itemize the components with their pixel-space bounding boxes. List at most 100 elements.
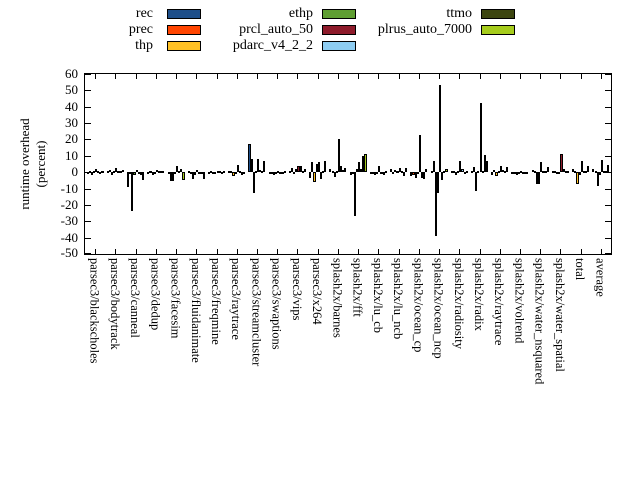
- bar-ethp: [234, 172, 237, 175]
- bar-ethp: [254, 170, 257, 173]
- x-tick-mark: [155, 249, 157, 254]
- bar-prec: [594, 171, 597, 174]
- bar-plrus_auto_7000: [324, 160, 327, 173]
- bar-ethp: [517, 172, 520, 175]
- bar-thp: [293, 172, 296, 175]
- x-tick-mark: [297, 74, 299, 79]
- bar-plrus_auto_7000: [485, 161, 488, 173]
- bar-ethp: [416, 172, 419, 175]
- y-tick-mark: [605, 155, 611, 157]
- x-tick-mark: [439, 74, 441, 79]
- bar-rec: [167, 172, 170, 175]
- x-tick-label: splash2x/barnes: [330, 258, 345, 338]
- bar-pdarc_v4_2_2: [279, 172, 282, 175]
- y-tick-label: 40: [65, 98, 78, 114]
- x-tick-label: parsec3/freqmine: [209, 258, 223, 345]
- x-tick-label: splash2x/raytrace: [492, 258, 507, 346]
- bar-rec: [592, 168, 595, 173]
- bar-thp: [535, 172, 539, 185]
- y-tick-label: -50: [60, 245, 78, 260]
- x-tick-label: splash2x/water_nsquared: [532, 258, 547, 385]
- bar-pdarc_v4_2_2: [299, 165, 302, 173]
- bar-thp: [90, 172, 93, 175]
- bar-ttmo: [544, 170, 547, 173]
- bar-rec: [450, 170, 453, 173]
- bar-ethp: [355, 168, 359, 173]
- bar-prcl_auto_50: [459, 160, 462, 173]
- bar-ttmo: [119, 171, 122, 174]
- x-tick-label: splash2x/water_spatial: [552, 258, 567, 372]
- x-tick-mark: [196, 249, 198, 254]
- bar-rec: [208, 172, 211, 175]
- bar-thp: [353, 172, 356, 217]
- bar-prcl_auto_50: [378, 166, 381, 173]
- bar-ttmo: [180, 168, 183, 173]
- bar-plrus_auto_7000: [526, 172, 529, 175]
- bar-prcl_auto_50: [155, 169, 158, 173]
- x-tick-mark: [378, 74, 380, 79]
- bar-pdarc_v4_2_2: [603, 170, 606, 173]
- bar-rec: [551, 170, 555, 173]
- bar-rec: [390, 168, 393, 173]
- legend-label-ttmo: ttmo: [446, 6, 472, 21]
- bar-plrus_auto_7000: [263, 160, 266, 173]
- x-tick-label: splash2x/lu_ncb: [391, 258, 406, 340]
- bar-prcl_auto_50: [236, 164, 239, 173]
- x-tick-label: parsec3/x264: [310, 258, 325, 325]
- bar-prec: [210, 171, 213, 174]
- x-tick-mark: [115, 74, 117, 79]
- bar-rec: [309, 172, 312, 178]
- bar-prec: [392, 172, 395, 175]
- y-tick-mark: [605, 172, 611, 174]
- y-tick-mark: [85, 74, 91, 75]
- y-tick-label: -40: [60, 229, 78, 245]
- bar-pdarc_v4_2_2: [400, 170, 403, 173]
- bar-plrus_auto_7000: [121, 169, 124, 173]
- x-tick-mark: [216, 249, 218, 254]
- x-tick-label: splash2x/radiosity: [451, 258, 466, 349]
- bar-ttmo: [503, 171, 507, 174]
- bar-pdarc_v4_2_2: [340, 166, 343, 173]
- bar-pdarc_v4_2_2: [238, 171, 241, 174]
- bar-ttmo: [342, 169, 345, 173]
- bar-ethp: [194, 172, 197, 176]
- bar-rec: [369, 172, 372, 175]
- bar-pdarc_v4_2_2: [198, 172, 201, 175]
- y-tick-label: -30: [60, 213, 78, 229]
- bar-plrus_auto_7000: [445, 168, 448, 173]
- bar-prec: [533, 170, 536, 173]
- bar-plrus_auto_7000: [243, 172, 246, 175]
- y-tick-mark: [85, 221, 91, 223]
- bar-prec: [513, 172, 516, 175]
- bar-ethp: [275, 172, 278, 175]
- bar-rec: [329, 168, 332, 173]
- x-tick-mark: [459, 74, 461, 79]
- x-tick-mark: [439, 249, 441, 254]
- bar-ethp: [396, 170, 399, 173]
- bar-ttmo: [402, 172, 405, 177]
- bar-ethp: [477, 171, 480, 174]
- bar-thp: [495, 172, 498, 177]
- y-tick-mark: [85, 253, 91, 254]
- bar-ttmo: [423, 172, 426, 179]
- bar-thp: [556, 172, 559, 175]
- bar-plrus_auto_7000: [283, 171, 286, 174]
- x-tick-label: average: [593, 258, 608, 297]
- x-tick-label: parsec3/facesim: [168, 258, 183, 339]
- bar-pdarc_v4_2_2: [117, 171, 120, 174]
- y-tick-mark: [605, 253, 611, 254]
- x-tick-mark: [580, 249, 582, 254]
- bar-prcl_auto_50: [499, 165, 502, 173]
- bar-prcl_auto_50: [135, 169, 138, 173]
- x-tick-mark: [236, 74, 238, 79]
- y-tick-mark: [85, 123, 91, 125]
- y-tick-mark: [605, 74, 611, 75]
- bar-prcl_auto_50: [216, 170, 219, 173]
- bar-plrus_auto_7000: [344, 168, 347, 173]
- legend-label-prcl_auto_50: prcl_auto_50: [239, 22, 313, 37]
- y-tick-label: 0: [71, 164, 79, 180]
- bar-prcl_auto_50: [358, 161, 361, 173]
- bar-rec: [471, 171, 474, 174]
- bar-rec: [491, 172, 494, 175]
- bar-prcl_auto_50: [519, 171, 523, 174]
